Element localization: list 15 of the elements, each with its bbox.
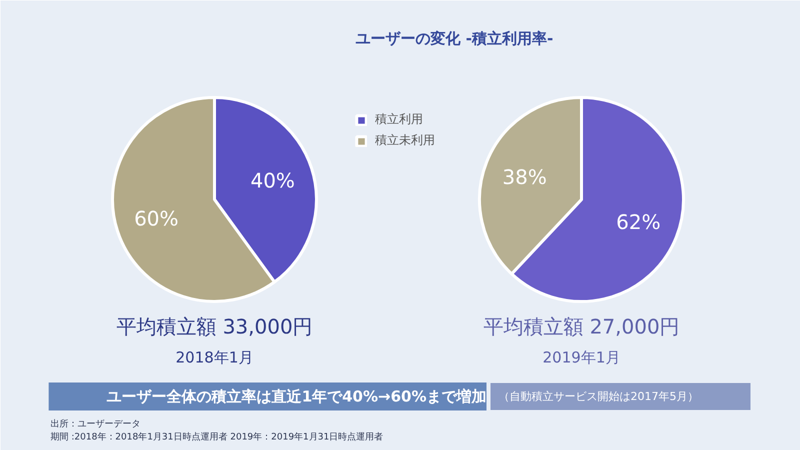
text: 出所：ユーザーデータ	[50, 418, 140, 430]
legend-label: 積立利用	[375, 111, 423, 128]
data-label: 60%	[134, 206, 179, 230]
text: ユーザー全体の積立率は直近1年で40%→60%まで増加	[106, 388, 486, 406]
text: 平均積立額 33,000円	[116, 314, 313, 338]
chart-title: ユーザーの変化 -積立利用率-	[356, 30, 554, 48]
legend-label: 積立未利用	[375, 132, 435, 149]
data-label: 40%	[250, 168, 295, 193]
text: （自動積立サービス開始は2017年5月）	[498, 390, 698, 403]
text: 2018年1月	[176, 348, 254, 366]
data-label: 38%	[502, 164, 547, 189]
text: 2019年1月	[542, 348, 620, 366]
text: 平均積立額 27,000円	[483, 314, 680, 338]
data-label: 62%	[616, 210, 661, 234]
text: 期間 :2018年：2018年1月31日時点運用者 2019年：2019年1月31日時点運用者	[50, 432, 384, 442]
